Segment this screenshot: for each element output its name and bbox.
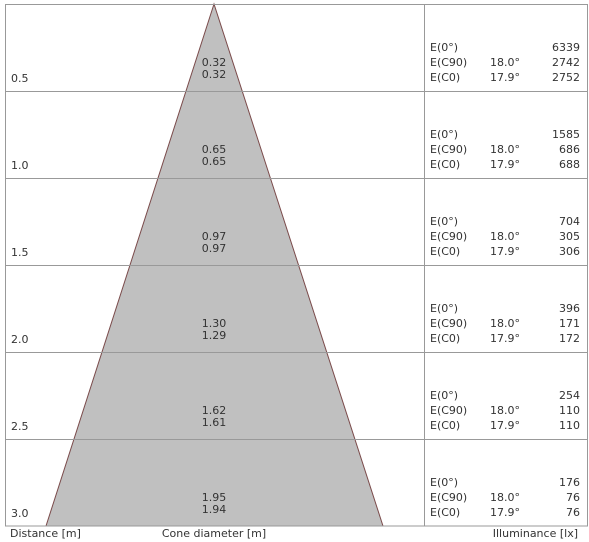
label-c90: E(C90) <box>430 143 467 156</box>
diameter-c0: 0.97 <box>202 242 227 255</box>
c90-value: 2742 <box>552 56 580 69</box>
diameter-c90: 1.95 <box>202 491 227 504</box>
footer-distance: Distance [m] <box>10 527 81 540</box>
c0-angle: 17.9° <box>490 245 520 258</box>
label-c90: E(C90) <box>430 491 467 504</box>
label-c0: E(C0) <box>430 71 460 84</box>
label-e0: E(0°) <box>430 476 458 489</box>
c0-value: 688 <box>559 158 580 171</box>
diameter-c0: 0.32 <box>202 68 227 81</box>
c0-value: 306 <box>559 245 580 258</box>
footer-illuminance: Illuminance [lx] <box>493 527 578 540</box>
diameter-c90: 1.30 <box>202 317 227 330</box>
diameter-c90: 0.97 <box>202 230 227 243</box>
c0-angle: 17.9° <box>490 332 520 345</box>
c90-angle: 18.0° <box>490 143 520 156</box>
label-e0: E(0°) <box>430 41 458 54</box>
c90-value: 305 <box>559 230 580 243</box>
label-e0: E(0°) <box>430 215 458 228</box>
diameter-c0: 1.61 <box>202 416 227 429</box>
c0-angle: 17.9° <box>490 158 520 171</box>
diameter-c90: 0.32 <box>202 56 227 69</box>
e0-value: 254 <box>559 389 580 402</box>
label-e0: E(0°) <box>430 128 458 141</box>
c90-angle: 18.0° <box>490 230 520 243</box>
distance: 1.0 <box>11 159 29 172</box>
label-c90: E(C90) <box>430 317 467 330</box>
c0-value: 110 <box>559 419 580 432</box>
e0-value: 704 <box>559 215 580 228</box>
distance: 2.5 <box>11 420 29 433</box>
c90-value: 686 <box>559 143 580 156</box>
distance: 0.5 <box>11 72 29 85</box>
label-c0: E(C0) <box>430 419 460 432</box>
c90-value: 76 <box>566 491 580 504</box>
label-c90: E(C90) <box>430 56 467 69</box>
label-e0: E(0°) <box>430 302 458 315</box>
label-c0: E(C0) <box>430 506 460 519</box>
distance: 1.5 <box>11 246 29 259</box>
c90-angle: 18.0° <box>490 491 520 504</box>
distance: 3.0 <box>11 507 29 520</box>
diameter-c0: 0.65 <box>202 155 227 168</box>
distance: 2.0 <box>11 333 29 346</box>
c0-angle: 17.9° <box>490 71 520 84</box>
diameter-c90: 1.62 <box>202 404 227 417</box>
c0-value: 172 <box>559 332 580 345</box>
diameter-c0: 1.29 <box>202 329 227 342</box>
e0-value: 6339 <box>552 41 580 54</box>
diameter-c90: 0.65 <box>202 143 227 156</box>
footer-diameter: Cone diameter [m] <box>162 527 266 540</box>
c0-value: 76 <box>566 506 580 519</box>
e0-value: 176 <box>559 476 580 489</box>
label-c90: E(C90) <box>430 404 467 417</box>
c90-value: 110 <box>559 404 580 417</box>
label-c90: E(C90) <box>430 230 467 243</box>
c90-angle: 18.0° <box>490 404 520 417</box>
c0-value: 2752 <box>552 71 580 84</box>
label-c0: E(C0) <box>430 332 460 345</box>
label-c0: E(C0) <box>430 158 460 171</box>
c90-value: 171 <box>559 317 580 330</box>
diameter-c0: 1.94 <box>202 503 227 516</box>
e0-value: 1585 <box>552 128 580 141</box>
c0-angle: 17.9° <box>490 419 520 432</box>
label-e0: E(0°) <box>430 389 458 402</box>
label-c0: E(C0) <box>430 245 460 258</box>
c90-angle: 18.0° <box>490 56 520 69</box>
e0-value: 396 <box>559 302 580 315</box>
c90-angle: 18.0° <box>490 317 520 330</box>
c0-angle: 17.9° <box>490 506 520 519</box>
